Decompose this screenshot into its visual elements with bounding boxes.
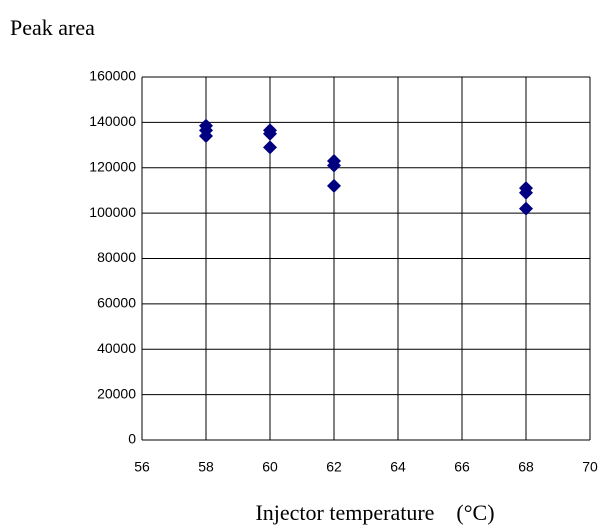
y-tick-label: 160000: [89, 68, 136, 84]
y-tick-label: 80000: [97, 249, 136, 265]
x-tick-label: 62: [326, 459, 342, 475]
point: [327, 158, 341, 173]
point: [263, 140, 277, 155]
y-axis-label: Peak area: [10, 15, 95, 40]
point: [327, 178, 341, 193]
x-tick-label: 68: [518, 459, 534, 475]
y-tick-label: 60000: [97, 295, 136, 311]
x-tick-label: 58: [198, 459, 214, 475]
point: [199, 128, 213, 143]
x-tick-label: 64: [390, 459, 406, 475]
x-axis-label: Injector temperature (°C): [255, 500, 494, 525]
x-tick-label: 56: [134, 459, 150, 475]
point: [263, 126, 277, 141]
x-tick-label: 60: [262, 459, 278, 475]
point: [519, 185, 533, 200]
y-tick-label: 0: [128, 431, 136, 447]
y-tick-label: 20000: [97, 385, 136, 401]
y-tick-label: 120000: [89, 158, 136, 174]
y-tick-label: 40000: [97, 340, 136, 356]
x-tick-label: 70: [582, 459, 598, 475]
y-tick-label: 100000: [89, 204, 136, 220]
point: [519, 201, 533, 216]
y-tick-label: 140000: [89, 113, 136, 129]
x-tick-label: 66: [454, 459, 470, 475]
